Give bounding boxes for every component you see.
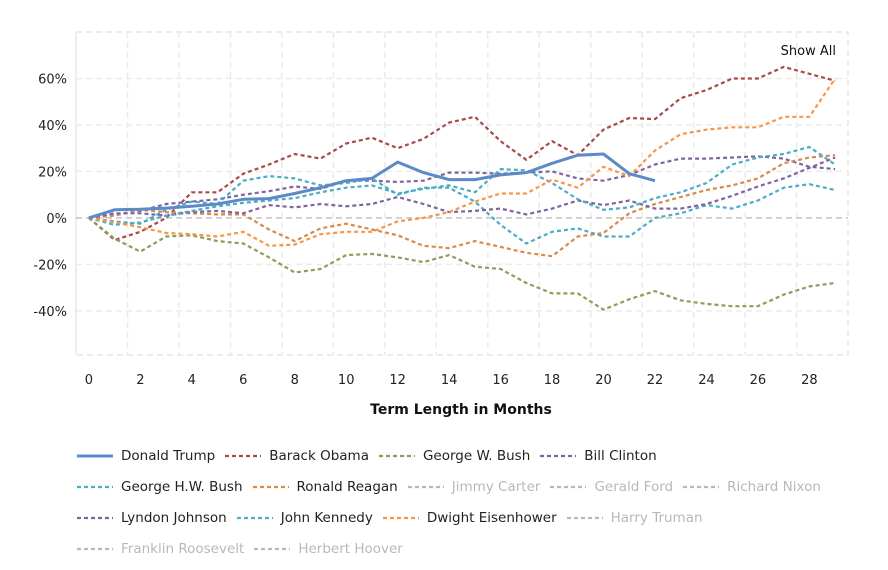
y-tick-label: -40%	[33, 305, 67, 320]
series-line-george-w-bush[interactable]	[88, 217, 836, 311]
series-line-lyndon-johnson[interactable]	[88, 156, 836, 219]
legend-item[interactable]: Donald Trump	[76, 448, 215, 464]
legend-item[interactable]: Dwight Eisenhower	[382, 510, 557, 526]
chart: -40%-20%0%20%40%60% 0 2 4 6 8 10 12 14 16 18 20 22 2…	[33, 31, 849, 418]
legend-label: Herbert Hoover	[298, 540, 403, 557]
x-axis: 0 2 4 6 8 10 12 14 16 18 20 22 24 26 28	[85, 373, 818, 388]
x-tick-label: 28	[801, 373, 818, 388]
y-tick-label: -20%	[33, 258, 67, 273]
series-line-dwight-eisenhower[interactable]	[88, 77, 837, 247]
x-tick-label: 2	[136, 373, 144, 388]
legend-swatch-icon	[378, 454, 416, 458]
legend-swatch-icon	[76, 454, 114, 458]
legend-label: Donald Trump	[121, 447, 216, 464]
y-axis: -40% -20% 0% 20% 40% 60%	[33, 72, 67, 319]
x-tick-label: 0	[85, 373, 93, 388]
series-line-ronald-reagan[interactable]	[88, 154, 836, 258]
legend-label: George W. Bush	[422, 447, 531, 464]
legend-swatch-icon	[549, 485, 587, 489]
legend-label: Lyndon Johnson	[121, 509, 227, 526]
legend-item[interactable]: Ronald Reagan	[252, 479, 398, 495]
legend-row: Lyndon Johnson John Kennedy Dwight Eisenho…	[76, 502, 876, 533]
x-tick-label: 18	[544, 373, 561, 388]
legend-label: Franklin Roosevelt	[121, 540, 245, 557]
legend-label: Richard Nixon	[727, 478, 821, 495]
series-line-bill-clinton[interactable]	[88, 155, 836, 219]
legend-item[interactable]: George H.W. Bush	[76, 479, 243, 495]
legend-swatch-icon	[682, 485, 720, 489]
grid	[75, 31, 849, 356]
x-tick-label: 26	[750, 373, 767, 388]
legend-swatch-icon	[566, 516, 604, 520]
legend-label: Jimmy Carter	[451, 478, 541, 495]
legend-swatch-icon	[236, 516, 274, 520]
x-tick-label: 24	[698, 373, 715, 388]
legend-row: George H.W. Bush Ronald Reagan Jimmy Carte…	[76, 471, 876, 502]
legend-label: Dwight Eisenhower	[426, 509, 557, 526]
legend-item[interactable]: Harry Truman	[566, 510, 703, 526]
x-tick-label: 12	[389, 373, 406, 388]
legend-item[interactable]: Lyndon Johnson	[76, 510, 227, 526]
legend-item[interactable]: John Kennedy	[236, 510, 373, 526]
series-line-donald-trump[interactable]	[88, 152, 656, 220]
legend-swatch-icon	[253, 547, 291, 551]
legend-item[interactable]: Barack Obama	[224, 448, 369, 464]
legend-row: Franklin Roosevelt Herbert Hoover	[76, 533, 876, 564]
legend-label: Barack Obama	[269, 447, 369, 464]
series-line-john-kennedy[interactable]	[88, 145, 836, 226]
legend-swatch-icon	[382, 516, 420, 520]
legend-label: John Kennedy	[280, 509, 373, 526]
legend-label: Gerald Ford	[594, 478, 674, 495]
legend-item[interactable]: Herbert Hoover	[253, 541, 403, 557]
y-tick-label: 20%	[38, 165, 67, 180]
x-axis-title: Term Length in Months	[370, 402, 552, 418]
series-line-barack-obama[interactable]	[88, 65, 836, 242]
x-tick-label: 22	[647, 373, 664, 388]
legend-item[interactable]: Richard Nixon	[682, 479, 821, 495]
legend-label: Ronald Reagan	[296, 478, 398, 495]
plot-frame	[75, 31, 849, 356]
legend-swatch-icon	[252, 485, 290, 489]
x-tick-label: 16	[492, 373, 509, 388]
legend: Donald Trump Barack Obama George W. Bush Bi…	[76, 440, 876, 564]
legend-label: Bill Clinton	[584, 447, 657, 464]
legend-item[interactable]: Jimmy Carter	[407, 478, 541, 495]
y-tick-label: 0%	[46, 212, 67, 227]
legend-label: Harry Truman	[610, 509, 703, 526]
x-tick-label: 14	[441, 373, 458, 388]
x-tick-label: 10	[338, 373, 355, 388]
x-tick-label: 4	[188, 373, 196, 388]
legend-swatch-icon	[224, 454, 262, 458]
legend-item[interactable]: Gerald Ford	[549, 479, 673, 495]
show-all-button[interactable]: Show All	[781, 44, 836, 59]
legend-swatch-icon	[407, 485, 445, 489]
legend-item[interactable]: Bill Clinton	[539, 447, 657, 464]
legend-item[interactable]: George W. Bush	[378, 448, 530, 464]
legend-item[interactable]: Franklin Roosevelt	[76, 541, 244, 557]
legend-row: Donald Trump Barack Obama George W. Bush Bi…	[76, 440, 876, 471]
legend-swatch-icon	[76, 547, 114, 551]
series-lines	[88, 65, 837, 311]
y-tick-label: 60%	[38, 72, 67, 87]
x-tick-label: 20	[595, 373, 612, 388]
y-tick-label: 40%	[38, 119, 67, 134]
legend-label: George H.W. Bush	[121, 478, 243, 495]
x-tick-label: 8	[291, 373, 299, 388]
legend-swatch-icon	[76, 485, 114, 489]
legend-swatch-icon	[76, 516, 114, 520]
x-tick-label: 6	[239, 373, 247, 388]
legend-swatch-icon	[539, 454, 577, 458]
